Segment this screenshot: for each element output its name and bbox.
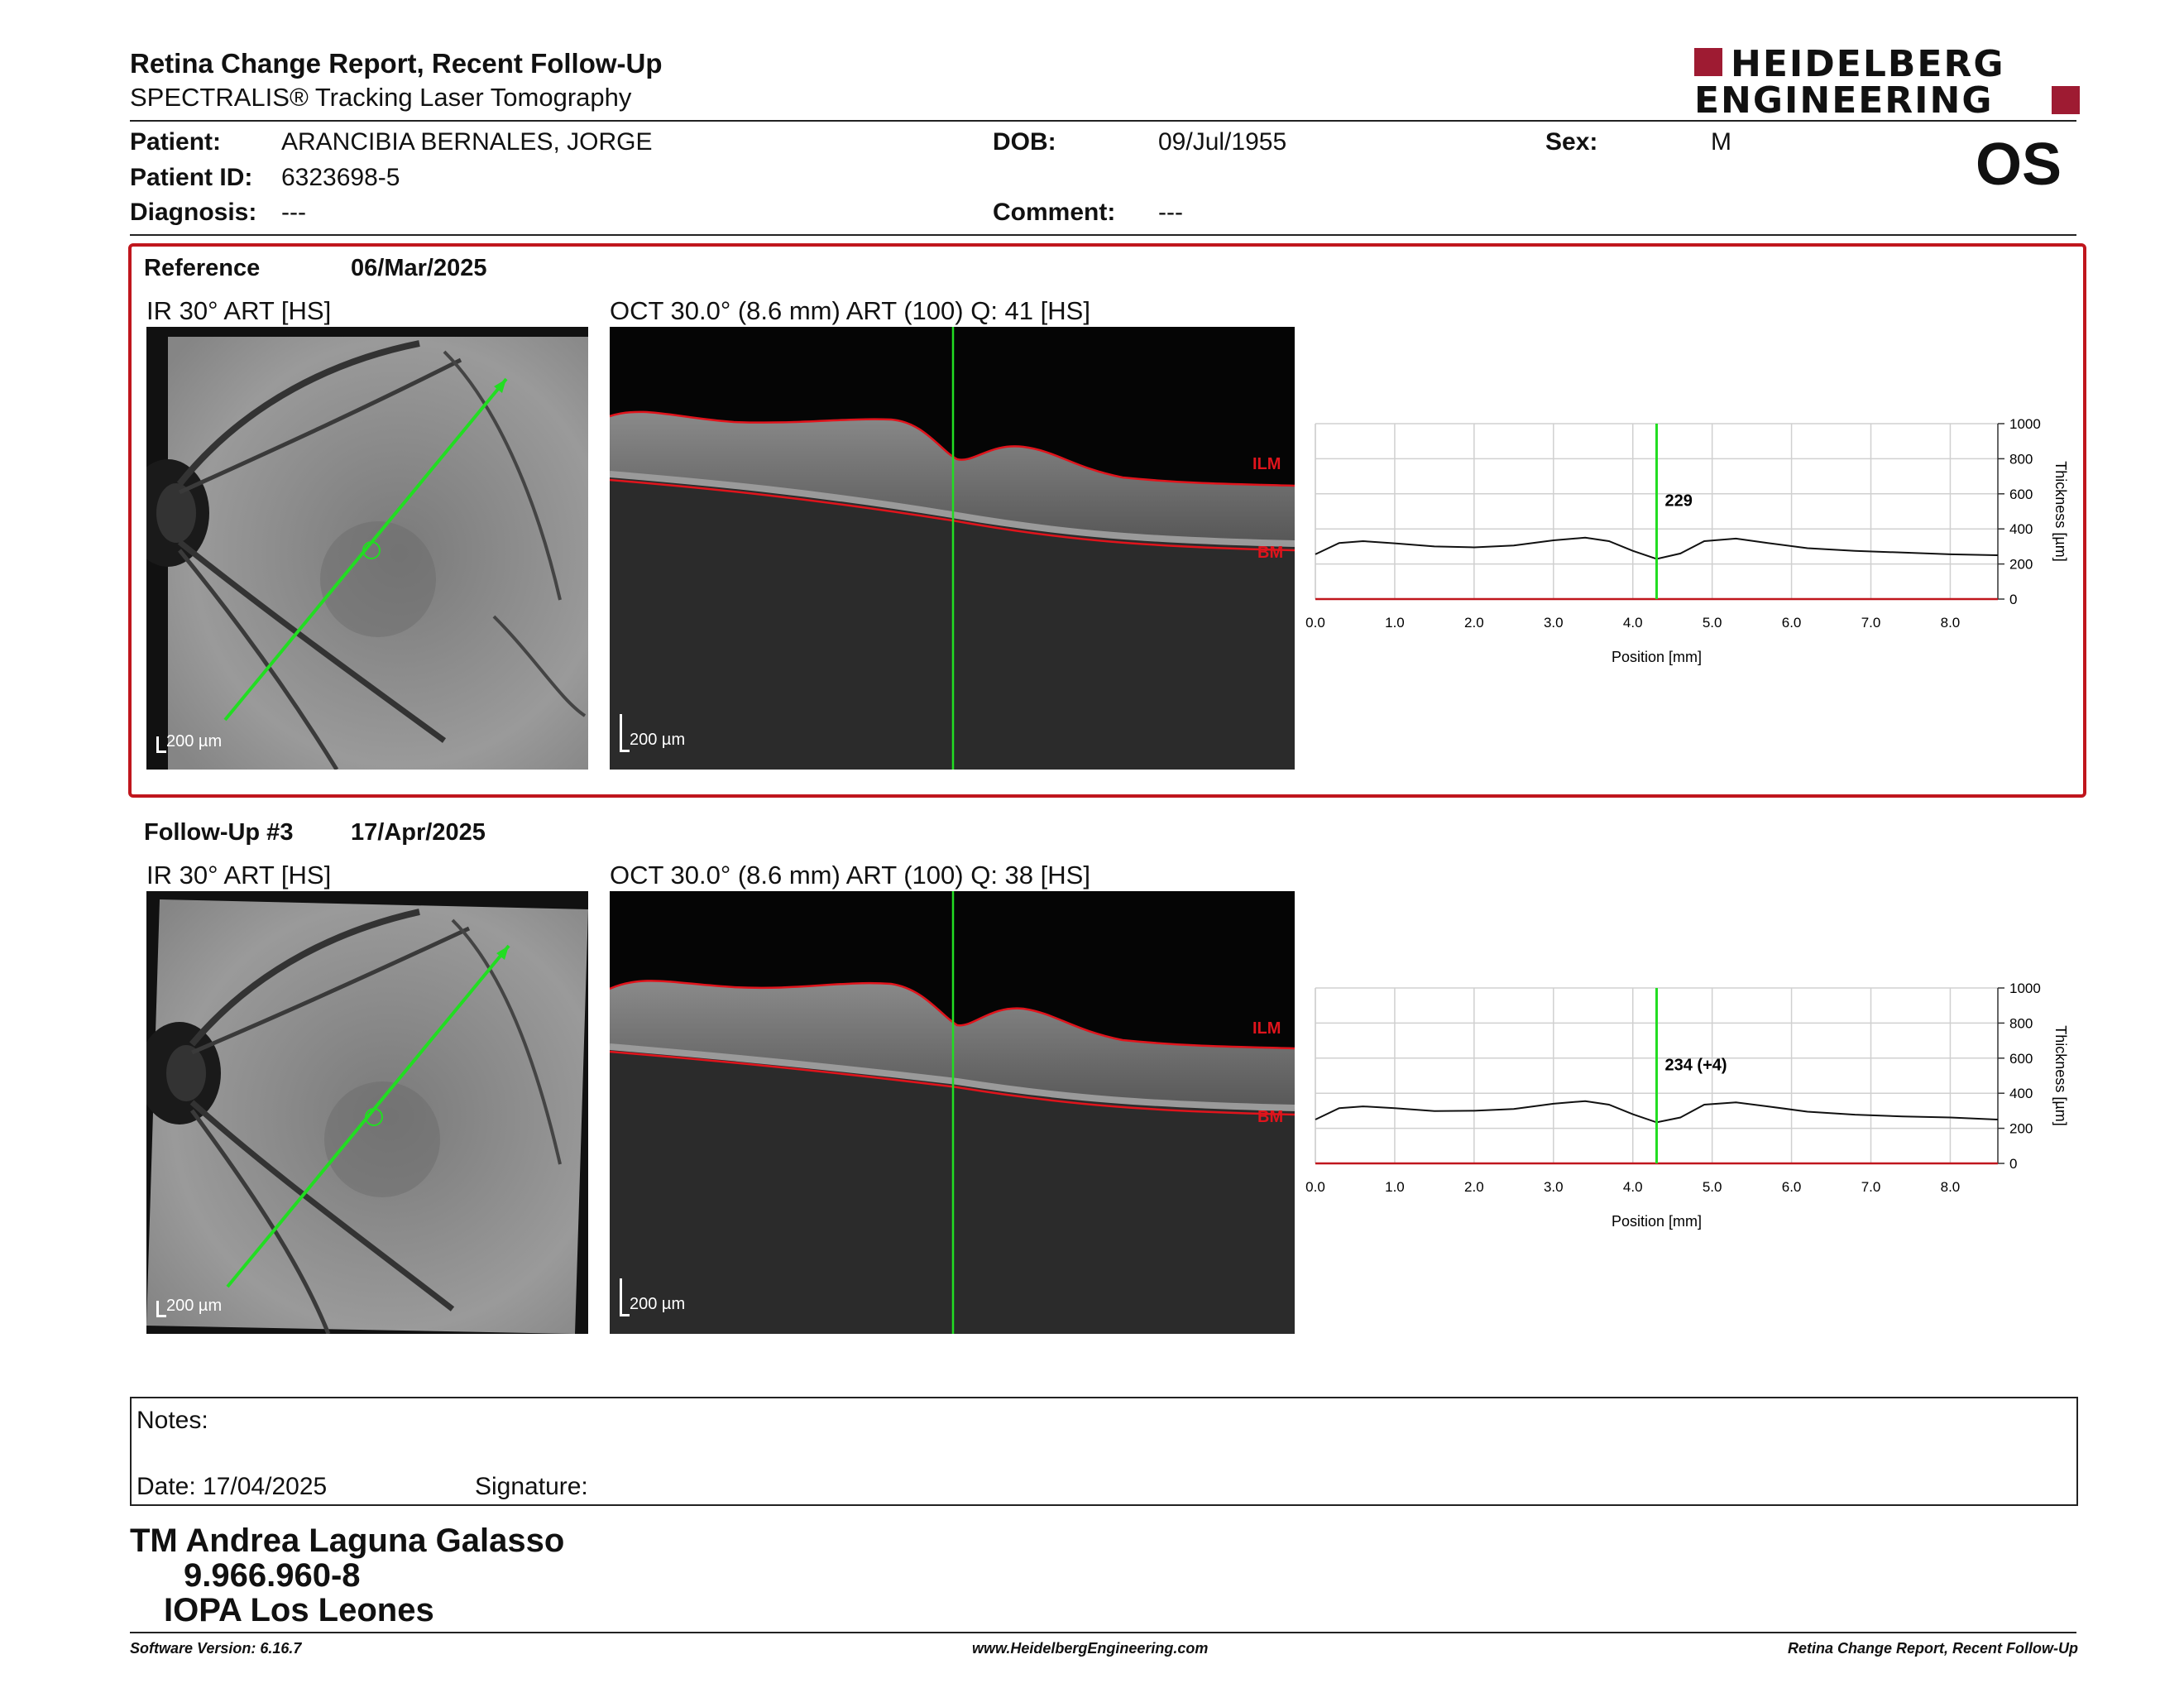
patient-label: Patient: [130,128,222,156]
chart-ytick-label: 400 [2009,1086,2033,1101]
chart-marker-value: 234 (+4) [1665,1057,1727,1075]
dob-value: 09/Jul/1955 [1158,128,1287,156]
website-link[interactable]: www.HeidelbergEngineering.com [972,1640,1209,1657]
chart-xtick-label: 2.0 [1464,615,1484,631]
notes-label: Notes: [136,1407,208,1434]
logo-line-2: ENGINEERING [1694,79,1994,122]
chart-xtick-label: 3.0 [1544,615,1564,631]
patient-divider [130,234,2076,236]
chart-xtick-label: 0.0 [1305,1179,1325,1195]
reference-label: Reference [144,255,261,281]
reference-ir-image[interactable]: 200 µm [146,327,588,770]
reference-oct-scale: 200 µm [630,731,686,749]
report-subtitle: SPECTRALIS® Tracking Laser Tomography [130,83,632,112]
comment-value: --- [1158,199,1183,226]
signer-place: IOPA Los Leones [164,1592,434,1628]
chart-ytick-label: 600 [2009,487,2033,502]
footer-divider [130,1632,2076,1633]
chart-xtick-label: 1.0 [1385,1179,1405,1195]
chart-marker-value: 229 [1665,492,1693,511]
signer-name: TM Andrea Laguna Galasso [130,1523,565,1559]
followup-oct-caption: OCT 30.0° (8.6 mm) ART (100) Q: 38 [HS] [610,861,1090,890]
logo-line-1: HEIDELBERG [1731,43,2005,85]
followup-date: 17/Apr/2025 [351,819,486,846]
reference-thickness-chart: 0 200 400 600 800 1000 0.0 1.0 2.0 3.0 4.0 5.0 6.0 7.… [1305,416,2069,665]
comment-label: Comment: [993,199,1116,226]
chart-xlabel: Position [mm] [1612,649,1702,665]
followup-thickness-chart: 0 200 400 600 800 1000 0.0 1.0 2.0 3.0 4.0 5.0 6.0 7.… [1305,981,2069,1230]
chart-ytick-label: 0 [2009,592,2017,607]
footer-report-name: Retina Change Report, Recent Follow-Up [1787,1640,2078,1657]
reference-oct-image[interactable]: ILM BM 200 µm [610,327,1295,770]
followup-oct-scale: 200 µm [630,1295,686,1313]
reference-oct-caption: OCT 30.0° (8.6 mm) ART (100) Q: 41 [HS] [610,296,1090,325]
chart-xtick-label: 4.0 [1623,1179,1643,1195]
chart-xtick-label: 5.0 [1703,1179,1722,1195]
chart-thickness-line [1315,536,1999,560]
chart-ytick-label: 0 [2009,1156,2017,1172]
patient-id: 6323698-5 [281,164,400,191]
report-title: Retina Change Report, Recent Follow-Up [130,48,663,79]
eye-indicator: OS [1975,132,2062,198]
followup-ilm-label: ILM [1252,1019,1281,1038]
chart-xtick-label: 0.0 [1305,615,1325,631]
chart-xtick-label: 2.0 [1464,1179,1484,1195]
signer-rut: 9.966.960-8 [184,1557,361,1594]
patient-name: ARANCIBIA BERNALES, JORGE [281,128,653,156]
chart-ytick-label: 600 [2009,1051,2033,1067]
chart-xtick-label: 4.0 [1623,615,1643,631]
notes-date: Date: 17/04/2025 [136,1473,328,1500]
sex-value: M [1711,128,1731,156]
chart-xtick-label: 7.0 [1861,615,1881,631]
chart-ytick-label: 1000 [2009,981,2041,996]
chart-xtick-label: 6.0 [1782,1179,1802,1195]
chart-xtick-label: 8.0 [1941,615,1961,631]
sex-label: Sex: [1545,128,1598,156]
reference-ir-caption: IR 30° ART [HS] [146,296,332,325]
notes-box[interactable]: Notes: Date: 17/04/2025 Signature: [130,1397,2078,1506]
chart-thickness-line [1315,1100,1999,1124]
followup-ir-scale: 200 µm [166,1297,223,1315]
header-divider [130,120,2076,122]
followup-ir-caption: IR 30° ART [HS] [146,861,332,890]
reference-bm-label: BM [1257,544,1284,562]
dob-label: DOB: [993,128,1056,156]
followup-label: Follow-Up #3 [144,819,294,846]
reference-panel [128,243,2086,798]
chart-xlabel: Position [mm] [1612,1213,1702,1230]
chart-xtick-label: 1.0 [1385,615,1405,631]
chart-ylabel: Thickness [µm] [2052,461,2069,561]
chart-ytick-label: 400 [2009,521,2033,537]
chart-ytick-label: 800 [2009,1015,2033,1031]
reference-date: 06/Mar/2025 [351,255,487,281]
chart-ytick-label: 800 [2009,451,2033,467]
chart-xtick-label: 8.0 [1941,1179,1961,1195]
chart-xtick-label: 5.0 [1703,615,1722,631]
diagnosis-value: --- [281,199,306,226]
reference-ilm-label: ILM [1252,455,1281,473]
chart-ytick-label: 200 [2009,557,2033,573]
notes-signature-label: Signature: [475,1473,588,1500]
chart-xtick-label: 7.0 [1861,1179,1881,1195]
company-logo: HEIDELBERG ENGINEERING [1694,43,2080,122]
followup-bm-label: BM [1257,1108,1284,1126]
followup-ir-image[interactable]: 200 µm [146,891,588,1334]
patient-id-label: Patient ID: [130,164,253,191]
software-version: Software Version: 6.16.7 [130,1640,302,1657]
diagnosis-label: Diagnosis: [130,199,257,226]
chart-xtick-label: 3.0 [1544,1179,1564,1195]
chart-ylabel: Thickness [µm] [2052,1025,2069,1125]
chart-xtick-label: 6.0 [1782,615,1802,631]
chart-ytick-label: 1000 [2009,416,2041,432]
followup-oct-image[interactable]: ILM BM 200 µm [610,891,1295,1334]
reference-ir-scale: 200 µm [166,732,223,750]
chart-ytick-label: 200 [2009,1121,2033,1137]
